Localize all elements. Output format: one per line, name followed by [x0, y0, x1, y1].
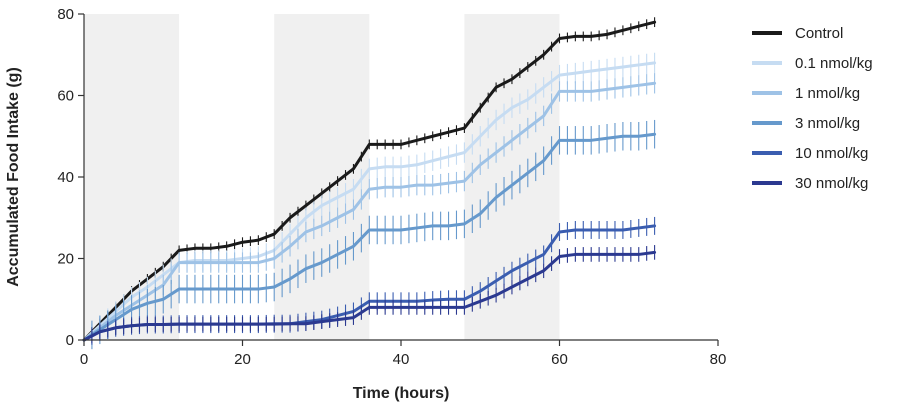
x-tick-label: 20	[234, 351, 251, 368]
y-axis-title: Accumulated Food Intake (g)	[5, 67, 22, 287]
y-tick-label: 0	[66, 332, 74, 349]
dark-phase-shading	[84, 14, 560, 340]
shaded-interval-1	[274, 14, 370, 340]
legend-label: 10 nmol/kg	[795, 145, 868, 162]
y-tick-label: 40	[57, 169, 74, 186]
x-axis-ticks: 0 20 40 60 80	[80, 340, 727, 368]
legend-label: Control	[795, 25, 843, 42]
series-line-5	[82, 250, 657, 342]
y-tick-label: 80	[57, 6, 74, 23]
legend: Control 0.1 nmol/kg 1 nmol/kg 3 nmol/kg 10 n…	[752, 25, 873, 192]
series-5	[82, 245, 657, 344]
y-axis-ticks: 0 20 40 60 80	[57, 6, 84, 349]
series-lines	[82, 17, 657, 350]
x-axis-title: Time (hours)	[353, 385, 450, 402]
series-line-2	[82, 81, 657, 342]
x-tick-label: 80	[710, 351, 727, 368]
legend-label: 0.1 nmol/kg	[795, 55, 873, 72]
legend-label: 3 nmol/kg	[795, 115, 860, 132]
x-tick-label: 60	[551, 351, 568, 368]
series-line-3	[82, 132, 657, 342]
x-tick-label: 40	[393, 351, 410, 368]
series-2	[82, 73, 657, 345]
legend-label: 30 nmol/kg	[795, 175, 868, 192]
series-3	[82, 119, 657, 350]
legend-label: 1 nmol/kg	[795, 85, 860, 102]
y-tick-label: 20	[57, 251, 74, 268]
y-tick-label: 60	[57, 88, 74, 105]
series-line-0	[82, 20, 657, 342]
x-tick-label: 0	[80, 351, 88, 368]
